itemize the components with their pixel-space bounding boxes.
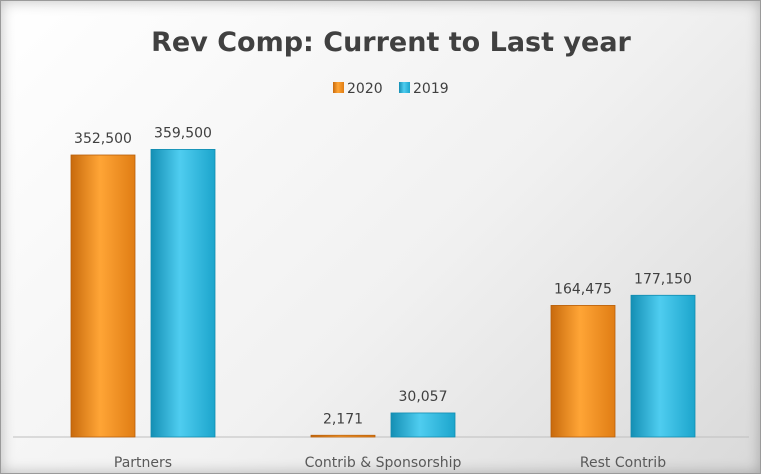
legend-swatch-2019 (399, 82, 410, 93)
data-label-2019-2: 177,150 (634, 271, 692, 287)
chart-title: Rev Comp: Current to Last year (151, 27, 631, 58)
category-label-1: Contrib & Sponsorship (305, 455, 462, 471)
bar-2019-1 (390, 412, 456, 438)
legend-swatch-2020 (333, 82, 344, 93)
bar-2019-2 (630, 294, 696, 438)
data-label-2020-1: 2,171 (323, 411, 363, 427)
category-labels: Partners Contrib & Sponsorship Rest Contri… (114, 455, 666, 471)
legend-label-2019: 2019 (413, 81, 449, 97)
bars-group: 352,500 359,500 2,171 30,057 164,475 177,150 (70, 125, 696, 438)
bar-2020-2 (550, 305, 616, 438)
legend-label-2020: 2020 (347, 81, 383, 97)
chart-legend: 2020 2019 (333, 81, 449, 97)
data-label-2019-1: 30,057 (399, 389, 448, 405)
data-label-2020-2: 164,475 (554, 281, 612, 297)
category-label-2: Rest Contrib (580, 455, 666, 471)
data-label-2019-0: 359,500 (154, 125, 212, 141)
category-label-0: Partners (114, 455, 172, 471)
bar-2020-0 (70, 154, 136, 438)
bar-2020-1 (310, 434, 376, 438)
bar-2019-0 (150, 148, 216, 438)
data-label-2020-0: 352,500 (74, 131, 132, 147)
